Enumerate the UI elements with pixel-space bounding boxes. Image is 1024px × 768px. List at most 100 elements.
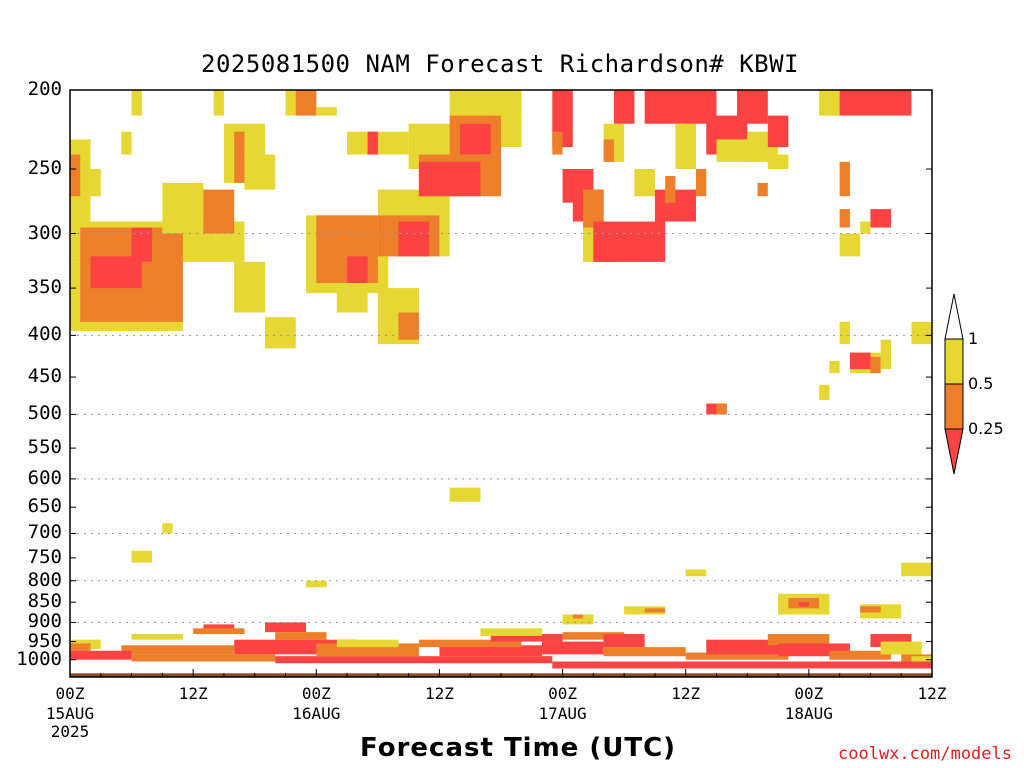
ri-cell-23 <box>347 256 368 284</box>
ri-cell-41 <box>552 131 563 155</box>
ri-cell-101 <box>121 645 235 655</box>
ri-cell-1 <box>70 154 81 197</box>
y-tick-label: 200 <box>27 78 62 100</box>
ri-cell-34 <box>418 161 481 197</box>
ri-cell-83 <box>131 550 153 563</box>
ri-cell-89 <box>798 602 809 607</box>
y-tick-label: 1000 <box>16 647 62 670</box>
ri-cell-8 <box>131 90 142 116</box>
x-tick-label: 12Z <box>178 684 208 703</box>
ri-cell-29 <box>398 221 430 257</box>
ri-cell-127 <box>911 656 932 662</box>
ri-cell-22 <box>316 215 378 284</box>
ri-cell-76 <box>829 360 840 374</box>
colorbar-bottom-arrow <box>944 428 964 475</box>
y-tick-label: 800 <box>27 568 62 591</box>
ri-cell-25 <box>347 131 409 155</box>
ri-cell-9 <box>121 131 132 155</box>
ri-cell-104 <box>70 643 91 651</box>
chart-title: 2025081500 NAM Forecast Richardson# KBWI <box>201 50 799 78</box>
ri-cell-111 <box>418 639 522 648</box>
ri-cell-105 <box>70 650 132 660</box>
ri-cell-20 <box>316 107 337 116</box>
y-tick-label: 250 <box>27 156 62 179</box>
ri-cell-16 <box>234 261 265 313</box>
ri-cell-78 <box>911 321 932 345</box>
ri-cell-110 <box>439 645 543 657</box>
ri-cell-71 <box>839 233 861 257</box>
x-tick-label: 12Z <box>917 684 947 703</box>
ri-cell-107 <box>275 656 553 664</box>
ri-cell-125 <box>880 641 922 655</box>
ri-cell-49 <box>603 139 614 162</box>
ri-cell-73 <box>849 352 871 370</box>
x-tick-label: 12Z <box>424 684 454 703</box>
ri-cell-31 <box>398 312 419 340</box>
ri-cell-99 <box>275 632 327 640</box>
x-tick-label: 00Z <box>794 684 824 703</box>
ri-cell-55 <box>675 123 696 169</box>
ri-cell-60 <box>737 90 768 124</box>
ri-cell-39 <box>449 487 481 502</box>
ri-cell-62 <box>767 115 789 148</box>
y-tick-label: 650 <box>27 495 62 518</box>
colorbar-label: 1 <box>968 329 979 348</box>
ri-cell-17 <box>264 317 296 349</box>
ri-cell-112 <box>490 634 563 642</box>
x-tick-date: 16AUG <box>292 704 341 723</box>
ri-cell-96 <box>203 624 235 631</box>
ri-cell-6 <box>131 227 153 262</box>
ri-cell-15 <box>244 154 276 190</box>
ri-cell-57 <box>695 168 707 197</box>
y-tick-label: 400 <box>27 323 62 346</box>
y-tick-label: 850 <box>27 590 62 613</box>
ri-cell-47 <box>593 221 666 262</box>
ri-cell-70 <box>860 221 871 234</box>
y-tick-label: 750 <box>27 545 62 568</box>
x-tick-date: 17AUG <box>538 704 587 723</box>
ri-cell-86 <box>685 569 707 577</box>
axis-ticks <box>69 89 933 677</box>
ri-cell-69 <box>870 209 891 228</box>
ri-cell-106 <box>131 654 276 662</box>
ri-cell-79 <box>819 384 830 400</box>
y-tick-label: 500 <box>27 402 62 425</box>
ri-cell-93 <box>572 614 584 619</box>
ri-cell-66 <box>819 90 840 116</box>
ri-cell-92 <box>562 614 594 625</box>
y-tick-label: 350 <box>27 276 62 299</box>
ri-cell-74 <box>870 356 881 374</box>
ri-cell-123 <box>829 650 891 660</box>
gridlines <box>70 233 932 623</box>
ri-cell-85 <box>306 580 327 588</box>
y-tick-label: 550 <box>27 436 62 459</box>
ri-cell-98 <box>264 622 307 633</box>
ri-cell-26 <box>367 131 378 155</box>
ri-cell-115 <box>562 632 625 640</box>
colorbar-label: 0.5 <box>968 374 994 393</box>
ri-cell-10 <box>162 182 204 234</box>
ri-cell-24 <box>336 283 368 313</box>
y-tick-label: 600 <box>27 466 62 489</box>
x-tick-label: 00Z <box>301 684 331 703</box>
plot-frame <box>69 89 933 678</box>
ri-cell-118 <box>552 661 932 669</box>
ri-cell-91 <box>860 606 881 613</box>
y-tick-label: 450 <box>27 365 62 388</box>
ri-cell-64 <box>757 182 768 197</box>
ri-cell-50 <box>613 90 635 124</box>
colorbar-orange <box>944 383 964 430</box>
credit-link[interactable]: coolwx.com/models <box>838 744 1012 764</box>
y-tick-label: 950 <box>27 629 62 652</box>
ri-cell-67 <box>839 161 850 197</box>
colorbar-yellow <box>944 338 964 385</box>
ri-cell-7 <box>90 168 101 197</box>
y-tick-label: 300 <box>27 221 62 244</box>
ri-cell-114 <box>542 641 604 655</box>
ri-cell-11 <box>203 189 235 234</box>
ri-cell-65 <box>829 90 912 116</box>
ri-cell-81 <box>716 403 727 415</box>
ri-cell-12 <box>213 90 224 116</box>
data-cells <box>70 90 932 669</box>
